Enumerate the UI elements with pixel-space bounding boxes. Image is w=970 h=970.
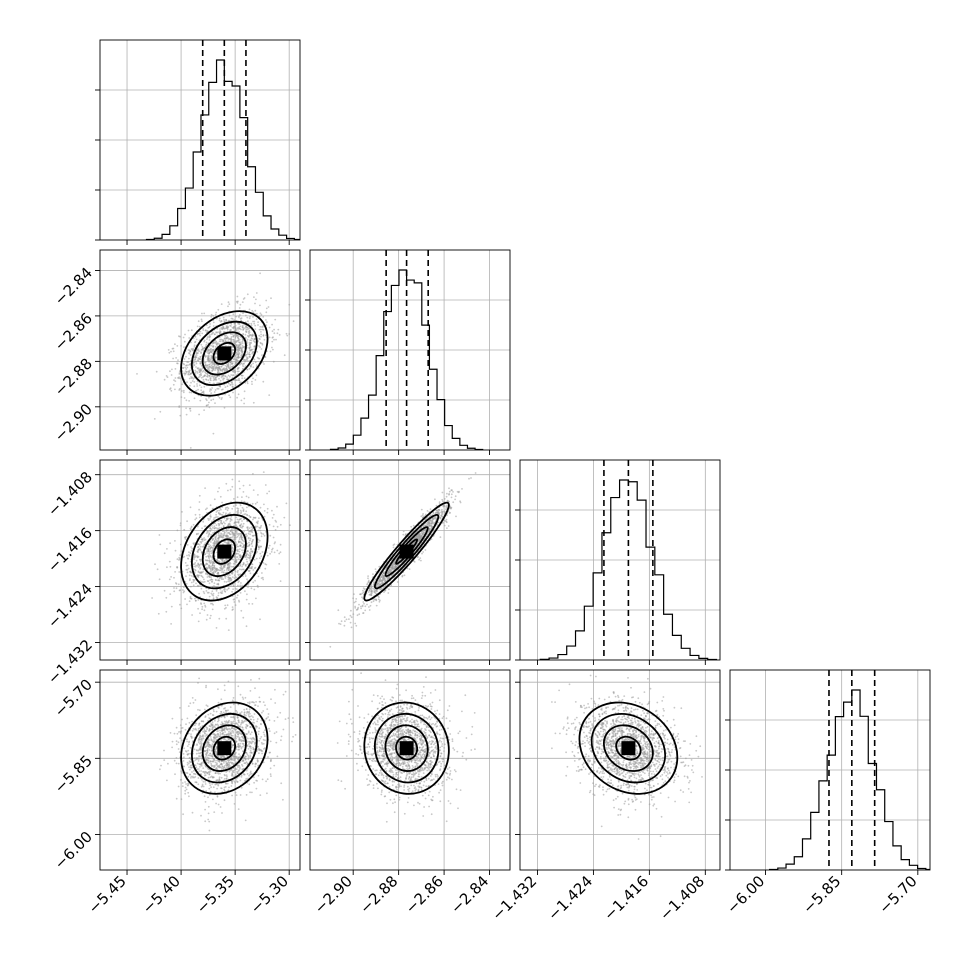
density-contour-2 xyxy=(603,724,654,772)
x-tick-label: −1.424 xyxy=(544,872,596,924)
y-tick-label: −2.90 xyxy=(51,400,96,445)
x-tick-label: −5.30 xyxy=(247,872,292,917)
y-tick-label: −1.424 xyxy=(44,580,96,632)
x-tick-label: −2.84 xyxy=(447,872,492,917)
density-contour-2 xyxy=(384,724,429,772)
x-tick-label: −2.88 xyxy=(356,872,401,917)
density-peak xyxy=(217,544,232,559)
x-tick-label: −1.408 xyxy=(656,872,708,924)
x-tick-label: −6.00 xyxy=(723,872,768,917)
density-contour-1 xyxy=(190,713,258,784)
panel-2-2 xyxy=(515,459,721,665)
density-contour-0 xyxy=(180,701,269,795)
panel-1-0 xyxy=(95,249,301,455)
panel-frame xyxy=(99,249,301,451)
x-tick-label: −5.45 xyxy=(85,872,130,917)
panel-2-1 xyxy=(305,459,511,665)
density-contour-2 xyxy=(201,526,247,577)
x-tick-label: −5.85 xyxy=(799,872,844,917)
density-contour-0 xyxy=(578,701,679,795)
density-contour-2 xyxy=(201,331,247,376)
x-tick-label: −5.35 xyxy=(193,872,238,917)
x-tick-label: −5.40 xyxy=(139,872,184,917)
panel-frame xyxy=(309,459,511,661)
scatter-points xyxy=(551,674,703,840)
density-peak xyxy=(621,741,636,756)
density-contour-0 xyxy=(363,501,450,602)
density-contour-3 xyxy=(395,735,419,761)
x-tick-label: −1.432 xyxy=(488,872,540,924)
scatter-points xyxy=(336,672,476,823)
x-tick-label: −1.416 xyxy=(600,872,652,924)
panel-frame xyxy=(99,459,301,661)
y-tick-label: −2.88 xyxy=(51,355,96,400)
y-tick-label: −1.416 xyxy=(44,524,96,576)
panel-3-1 xyxy=(305,669,511,875)
x-tick-label: −5.70 xyxy=(875,872,920,917)
panel-frame xyxy=(519,669,721,871)
density-peak xyxy=(217,346,232,361)
histogram-3 xyxy=(768,689,930,870)
x-tick-label: −2.90 xyxy=(311,872,356,917)
panel-frame xyxy=(309,669,511,871)
y-tick-label: −1.408 xyxy=(44,468,96,520)
panel-3-3 xyxy=(725,669,931,875)
density-contour-3 xyxy=(212,538,237,565)
y-tick-label: −5.85 xyxy=(51,752,96,797)
panel-frame xyxy=(519,459,721,661)
panel-frame xyxy=(99,39,301,241)
density-peak xyxy=(399,741,414,756)
density-contour-0 xyxy=(363,701,450,795)
density-contour-1 xyxy=(373,713,440,784)
density-contour-1 xyxy=(190,320,258,387)
density-contour-0 xyxy=(180,310,269,397)
panel-0-0 xyxy=(95,39,301,245)
panel-frame xyxy=(729,669,931,871)
y-tick-label: −6.00 xyxy=(51,828,96,873)
density-contour-1 xyxy=(590,713,667,784)
density-contour-1 xyxy=(190,513,258,590)
y-tick-label: −1.432 xyxy=(44,636,96,688)
density-contour-3 xyxy=(615,735,642,761)
density-contour-2 xyxy=(201,724,247,772)
density-peak xyxy=(399,544,414,559)
y-tick-label: −2.86 xyxy=(51,309,96,354)
density-peak xyxy=(217,741,232,756)
panel-3-0 xyxy=(95,669,301,875)
panel-3-2 xyxy=(515,669,721,875)
panel-frame xyxy=(99,669,301,871)
panel-2-0 xyxy=(95,459,301,665)
y-tick-label: −2.84 xyxy=(51,264,96,309)
panel-1-1 xyxy=(305,249,511,455)
x-tick-label: −2.86 xyxy=(402,872,447,917)
density-contour-3 xyxy=(212,735,237,761)
panel-frame xyxy=(309,249,511,451)
density-contour-0 xyxy=(180,501,269,602)
